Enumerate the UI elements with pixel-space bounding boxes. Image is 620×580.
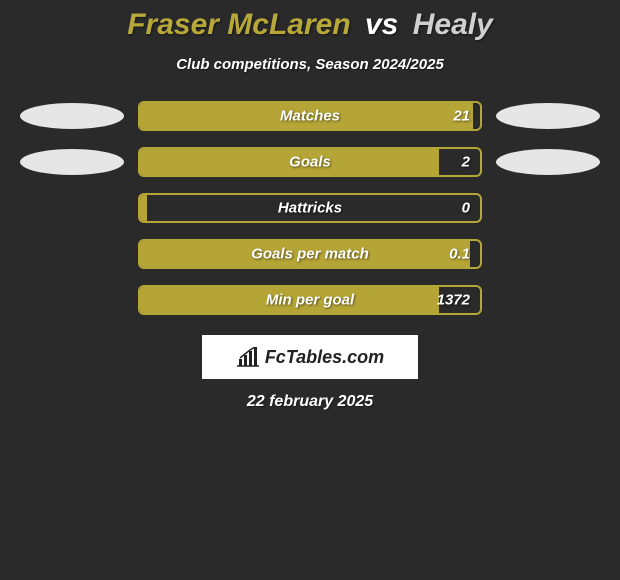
subtitle: Club competitions, Season 2024/2025 (0, 56, 620, 73)
stat-bar: Min per goal 1372 (138, 285, 482, 315)
logo-box: FcTables.com (202, 335, 418, 379)
stat-bar-fill (140, 195, 147, 221)
stat-value: 1372 (437, 292, 470, 309)
stat-row: Goals per match 0.1 (0, 239, 620, 269)
stat-value: 0 (462, 200, 470, 217)
stat-row: Min per goal 1372 (0, 285, 620, 315)
page-title: Fraser McLaren vs Healy (0, 8, 620, 42)
stat-label: Goals (289, 154, 331, 171)
date-text: 22 february 2025 (0, 393, 620, 411)
player1-name: Fraser McLaren (127, 8, 350, 41)
right-ellipse (496, 103, 600, 129)
stat-row: Matches 21 (0, 101, 620, 131)
stat-bar: Goals per match 0.1 (138, 239, 482, 269)
comparison-card: Fraser McLaren vs Healy Club competition… (0, 0, 620, 411)
left-ellipse (20, 103, 124, 129)
stat-row: Hattricks 0 (0, 193, 620, 223)
logo-content: FcTables.com (236, 347, 384, 368)
player2-name: Healy (413, 8, 493, 41)
right-ellipse (496, 149, 600, 175)
vs-text: vs (365, 8, 398, 41)
stats-rows: Matches 21 Goals 2 Hattricks 0 Goals per match… (0, 101, 620, 315)
logo-text: FcTables.com (265, 347, 384, 368)
stat-label: Hattricks (278, 200, 342, 217)
stat-bar: Matches 21 (138, 101, 482, 131)
left-ellipse (20, 149, 124, 175)
stat-bar: Hattricks 0 (138, 193, 482, 223)
stat-value: 2 (462, 154, 470, 171)
stat-label: Min per goal (266, 292, 354, 309)
bar-chart-icon (236, 347, 260, 367)
stat-value: 21 (453, 108, 470, 125)
stat-bar: Goals 2 (138, 147, 482, 177)
stat-label: Goals per match (251, 246, 369, 263)
stat-row: Goals 2 (0, 147, 620, 177)
stat-value: 0.1 (449, 246, 470, 263)
stat-label: Matches (280, 108, 340, 125)
